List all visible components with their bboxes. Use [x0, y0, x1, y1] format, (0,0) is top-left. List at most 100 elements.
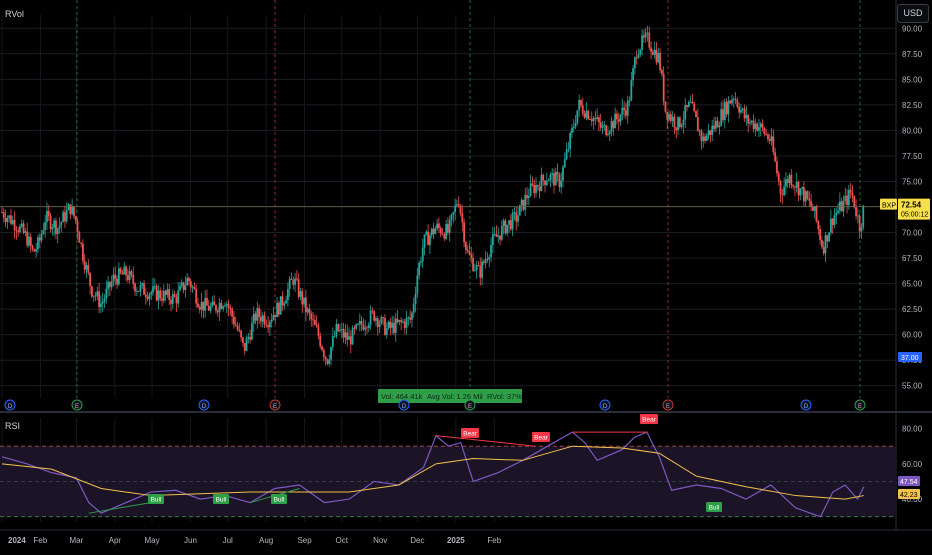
candle-body: [777, 173, 780, 181]
candle-body: [583, 113, 586, 118]
candle-body: [414, 293, 417, 304]
candle-body: [2, 212, 5, 218]
event-marker-letter: E: [468, 404, 472, 410]
candle-body: [806, 191, 809, 199]
candle-body: [207, 305, 210, 311]
time-axis-label: Nov: [373, 536, 387, 545]
candle-body: [355, 324, 358, 329]
candle-body: [430, 228, 433, 236]
candle-body: [680, 124, 683, 128]
candle-body: [49, 215, 52, 230]
candle-body: [608, 131, 611, 135]
candle-body: [740, 109, 742, 113]
candle-body: [249, 336, 252, 340]
currency-button[interactable]: USD: [897, 4, 929, 23]
candle-body: [603, 125, 606, 127]
candle-body: [290, 278, 293, 280]
candle-body: [794, 186, 796, 188]
candle-body: [696, 117, 699, 132]
candle-body: [276, 302, 278, 318]
event-marker-letter: D: [804, 404, 809, 410]
candle-body: [175, 296, 178, 304]
candle-body: [46, 210, 48, 222]
candle-body: [394, 318, 397, 334]
candle-body: [391, 322, 394, 328]
event-marker-letter: E: [666, 404, 670, 410]
candle-body: [734, 98, 737, 101]
candle-body: [464, 242, 467, 250]
candle-body: [637, 54, 640, 58]
candle-body: [581, 105, 584, 114]
candle-body: [677, 117, 679, 131]
candle-body: [367, 324, 370, 329]
candle-body: [8, 215, 11, 219]
candle-body: [743, 108, 746, 119]
candle-body: [808, 198, 811, 201]
rsi-value-badge-bg: [898, 476, 920, 486]
candle-body: [357, 324, 359, 325]
candle-body: [85, 265, 88, 270]
candle-body: [92, 295, 95, 297]
candle-body: [783, 186, 786, 196]
candle-body: [211, 301, 214, 307]
candle-body: [538, 186, 541, 191]
candle-body: [83, 260, 86, 270]
candle-body: [526, 195, 528, 199]
candle-body: [585, 110, 588, 118]
event-marker-icon: [198, 399, 210, 411]
rsi-ma-badge-bg: [898, 489, 920, 499]
candle-body: [443, 234, 446, 239]
candle-body: [666, 111, 669, 120]
candle-body: [139, 285, 142, 292]
bull-label: Bull: [274, 497, 285, 504]
candle-body: [98, 291, 100, 307]
candle-body: [648, 32, 651, 48]
candle-body: [853, 195, 856, 208]
candle-body: [506, 224, 509, 234]
candle-body: [134, 283, 136, 292]
time-axis-label: Feb: [487, 536, 501, 545]
volume-label-vol: Vol: 464.41k: [381, 392, 423, 401]
candle-body: [164, 290, 167, 295]
candle-body: [135, 290, 138, 292]
candle-body: [571, 127, 573, 133]
candle-body: [605, 125, 608, 136]
candle-body: [405, 317, 408, 328]
candle-body: [567, 148, 570, 150]
candle-body: [472, 257, 474, 271]
bear-label: Bear: [642, 417, 657, 424]
candle-body: [682, 119, 685, 125]
candle-body: [535, 185, 537, 194]
candle-body: [795, 181, 798, 188]
candle-body: [482, 261, 485, 264]
rsi-tick-label: 40.00: [902, 495, 923, 504]
candle-body: [33, 249, 36, 252]
candle-body: [438, 223, 440, 228]
time-axis-label: Sep: [297, 536, 312, 545]
candle-body: [402, 321, 404, 323]
candle-body: [747, 115, 750, 124]
candle-body: [270, 319, 273, 322]
candle-body: [198, 307, 201, 310]
candle-body: [628, 100, 631, 102]
candle-body: [500, 225, 503, 240]
candle-body: [62, 212, 65, 223]
candle-body: [387, 321, 390, 329]
candle-body: [463, 222, 465, 243]
candle-body: [630, 80, 633, 101]
candle-body: [750, 120, 753, 122]
candle-body: [616, 113, 618, 120]
candle-body: [860, 227, 863, 232]
level-badge-text: 37.00: [901, 355, 919, 362]
candle-body: [308, 308, 311, 314]
candle-body: [166, 289, 169, 295]
candle-body: [822, 246, 825, 254]
candle-body: [447, 224, 449, 233]
candle-body: [563, 159, 566, 168]
candle-body: [67, 204, 70, 211]
candle-body: [279, 296, 282, 315]
candle-body: [511, 212, 514, 230]
candle-body: [328, 359, 331, 364]
candle-body: [758, 127, 760, 131]
candle-body: [78, 232, 81, 243]
